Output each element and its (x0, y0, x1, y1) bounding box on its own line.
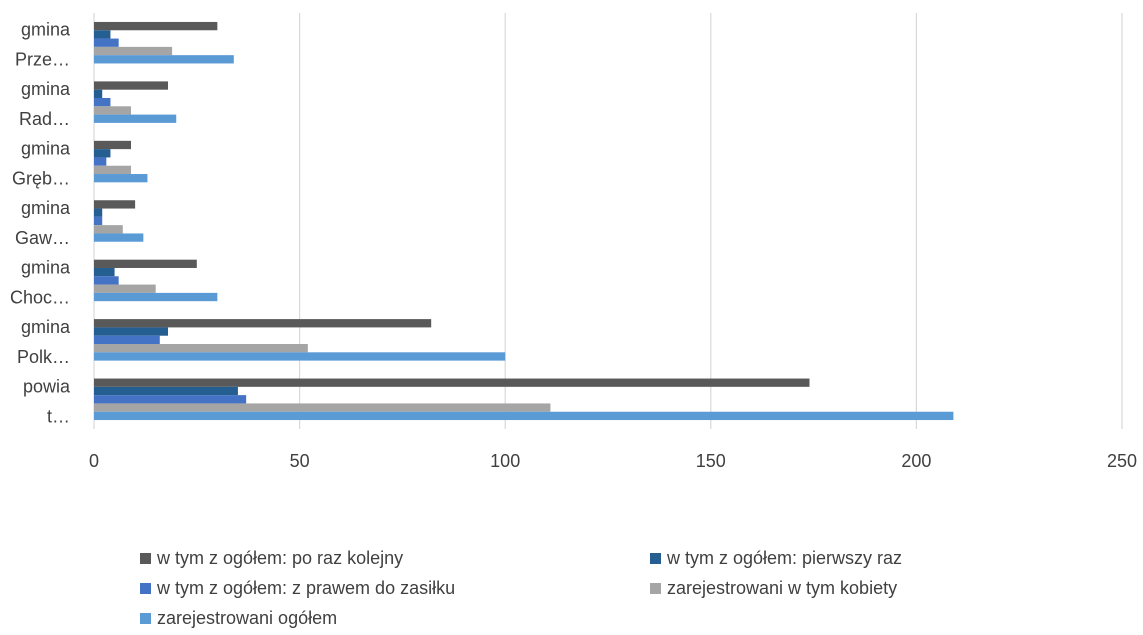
bar (94, 386, 238, 396)
legend-swatch (650, 583, 661, 594)
bar (94, 327, 169, 336)
bar (94, 208, 103, 217)
x-tick-label: 250 (1107, 451, 1137, 471)
y-category-label: Prze… (15, 50, 70, 70)
legend-item-ogolem: zarejestrowani ogółem (140, 608, 337, 629)
bar (94, 319, 432, 328)
bar (94, 46, 173, 56)
bar (94, 216, 103, 226)
y-category-label: Gręb… (12, 169, 70, 189)
legend-item-pierwszy-raz: w tym z ogółem: pierwszy raz (650, 548, 902, 569)
bar (94, 276, 119, 285)
bar (94, 55, 234, 64)
bar (94, 89, 103, 98)
legend-swatch (650, 553, 661, 564)
y-category-label: Gaw… (15, 228, 70, 248)
bar (94, 140, 132, 150)
bar (94, 106, 132, 115)
bar (94, 292, 218, 302)
bar (94, 352, 506, 361)
legend-label: zarejestrowani ogółem (157, 608, 338, 628)
y-category-label: gmina (21, 198, 71, 218)
legend-swatch (140, 613, 151, 624)
legend-item-z-prawem-do-zasilku: w tym z ogółem: z prawem do zasiłku (140, 578, 455, 599)
bar (94, 157, 107, 166)
bar (94, 344, 308, 353)
y-category-label: gmina (21, 317, 71, 337)
y-category-label: gmina (21, 257, 71, 277)
legend-label: zarejestrowani w tym kobiety (667, 578, 898, 598)
bar (94, 165, 132, 175)
bar (94, 114, 177, 123)
y-category-label: gmina (21, 139, 71, 159)
legend-swatch (140, 583, 151, 594)
x-tick-label: 200 (901, 451, 931, 471)
bar (94, 225, 123, 234)
y-category-label: Choc… (10, 287, 70, 307)
bar (94, 378, 810, 387)
bar (94, 411, 954, 421)
y-category-label: Polk… (17, 347, 70, 367)
bar (94, 97, 111, 107)
bar (94, 403, 551, 412)
bar (94, 174, 148, 183)
y-category-label: powia (23, 376, 71, 396)
bar (94, 38, 119, 47)
x-tick-label: 150 (696, 451, 726, 471)
x-tick-label: 50 (290, 451, 310, 471)
bar (94, 149, 111, 158)
legend-item-po-raz-kolejny: w tym z ogółem: po raz kolejny (140, 548, 403, 569)
y-category-label: gmina (21, 20, 71, 40)
bar (94, 259, 197, 268)
legend-item-kobiety: zarejestrowani w tym kobiety (650, 578, 897, 599)
y-category-label: t… (47, 406, 70, 426)
bar (94, 284, 156, 293)
bar (94, 267, 115, 277)
y-category-label: gmina (21, 79, 71, 99)
legend-label: w tym z ogółem: po raz kolejny (157, 548, 404, 568)
legend-label: w tym z ogółem: pierwszy raz (667, 548, 903, 568)
bar (94, 200, 136, 209)
x-tick-label: 100 (490, 451, 520, 471)
bar (94, 335, 160, 345)
bar (94, 233, 144, 242)
bar (94, 81, 169, 90)
x-tick-label: 0 (89, 451, 99, 471)
bar (94, 30, 111, 39)
bar (94, 21, 218, 31)
bar (94, 395, 247, 404)
legend-label: w tym z ogółem: z prawem do zasiłku (157, 578, 456, 598)
legend-swatch (140, 553, 151, 564)
y-category-label: Rad… (19, 109, 70, 129)
